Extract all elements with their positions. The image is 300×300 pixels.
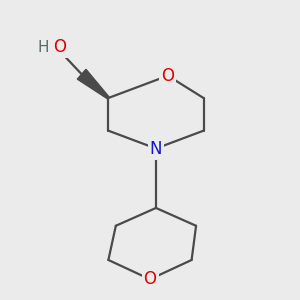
- Text: H: H: [37, 40, 49, 55]
- Text: N: N: [150, 140, 162, 158]
- Text: O: O: [53, 38, 66, 56]
- Text: O: O: [161, 67, 174, 85]
- Polygon shape: [77, 69, 109, 99]
- Text: O: O: [143, 270, 157, 288]
